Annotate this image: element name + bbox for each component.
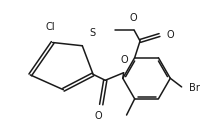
Text: O: O xyxy=(166,30,174,40)
Text: O: O xyxy=(94,111,102,121)
Text: O: O xyxy=(130,13,137,23)
Text: S: S xyxy=(90,28,96,38)
Text: Cl: Cl xyxy=(45,22,55,32)
Text: Br: Br xyxy=(189,83,200,93)
Text: O: O xyxy=(120,55,128,65)
